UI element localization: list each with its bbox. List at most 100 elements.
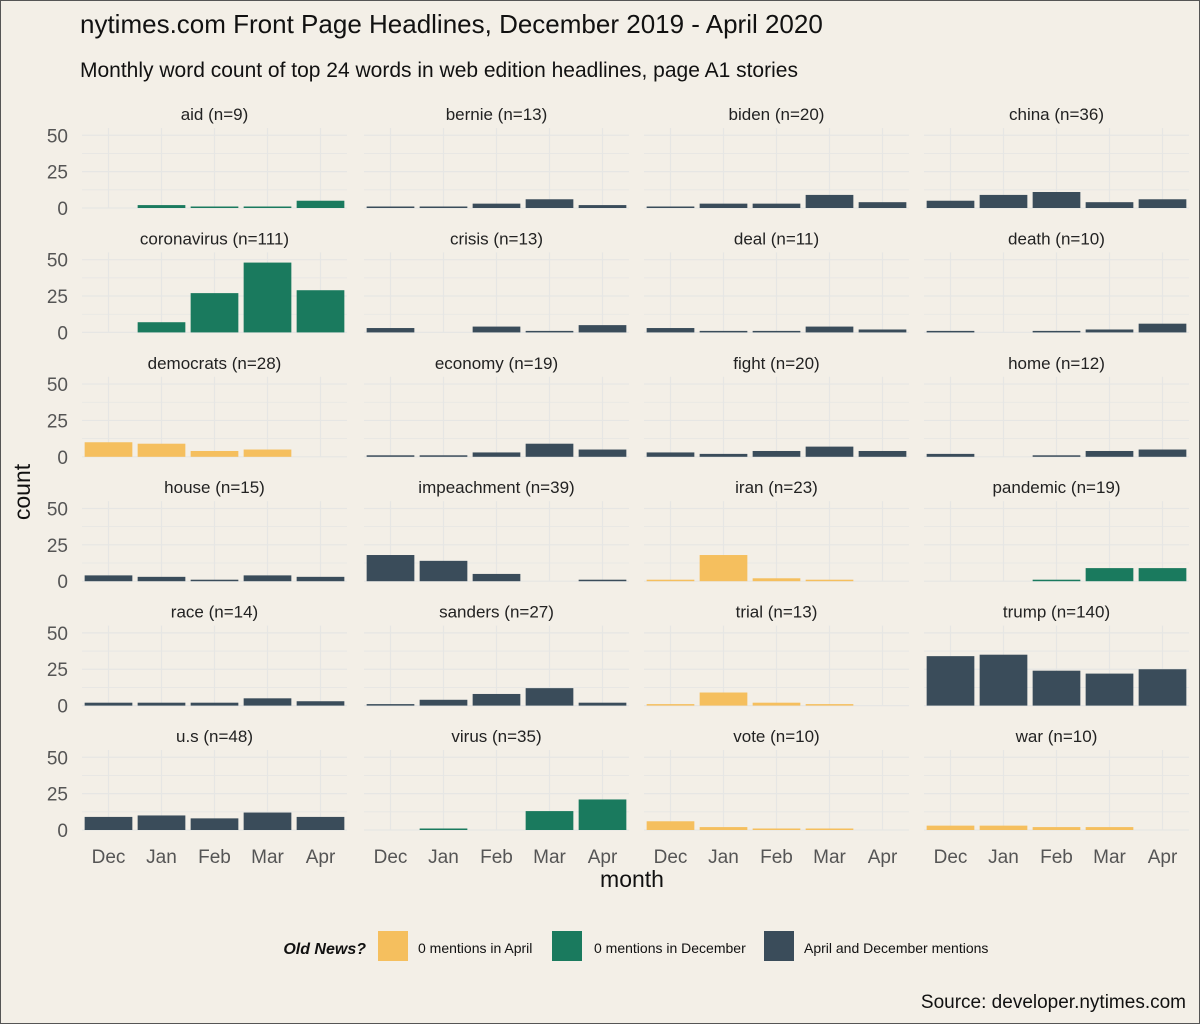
- facet-panel-house: house (n=15) 0 25 50: [47, 478, 347, 593]
- bar-fight-mar: [805, 446, 854, 457]
- bar-aid-mar: [243, 206, 292, 208]
- y-axis-label: count: [9, 463, 35, 520]
- x-tick-label-jan: Jan: [988, 847, 1019, 868]
- bar-china-mar: [1085, 202, 1134, 208]
- bar-democrats-feb: [190, 450, 239, 457]
- bar-china-dec: [926, 200, 975, 208]
- bar-economy-apr: [578, 449, 627, 457]
- x-tick-label-feb: Feb: [480, 847, 513, 868]
- y-tick-label: 0: [57, 323, 68, 344]
- bar-war-mar: [1085, 827, 1134, 830]
- facet-panel-economy: economy (n=19): [364, 354, 629, 458]
- facet-panel-race: race (n=14) 0 25 50: [47, 603, 347, 718]
- bar-sanders-dec: [366, 704, 415, 706]
- bar-trial-feb: [752, 702, 801, 706]
- facet-label-sanders: sanders (n=27): [439, 603, 554, 622]
- bar-deal-mar: [805, 326, 854, 333]
- x-tick-label-jan: Jan: [146, 847, 177, 868]
- facet-panel-pandemic: pandemic (n=19): [924, 478, 1189, 582]
- facet-label-fight: fight (n=20): [733, 354, 819, 373]
- x-tick-label-dec: Dec: [654, 847, 688, 868]
- bar-u-s-dec: [84, 816, 133, 830]
- bar-impeachment-apr: [578, 579, 627, 582]
- y-tick-label: 0: [57, 199, 68, 220]
- bar-house-jan: [137, 576, 186, 582]
- bar-fight-apr: [858, 450, 907, 457]
- bar-china-jan: [979, 194, 1028, 208]
- x-axis-label: month: [600, 866, 664, 892]
- bar-house-apr: [296, 576, 345, 582]
- bar-fight-jan: [699, 453, 748, 457]
- y-tick-label: 0: [57, 697, 68, 718]
- facet-panel-coronavirus: coronavirus (n=111) 0 25 50: [47, 229, 347, 344]
- bar-impeachment-feb: [472, 573, 521, 582]
- facet-panel-china: china (n=36): [924, 105, 1189, 209]
- bar-crisis-apr: [578, 325, 627, 333]
- bar-house-feb: [190, 579, 239, 582]
- bar-iran-feb: [752, 578, 801, 582]
- bar-impeachment-dec: [366, 555, 415, 582]
- bar-war-jan: [979, 825, 1028, 830]
- bar-race-feb: [190, 702, 239, 706]
- y-tick-label: 50: [47, 624, 68, 645]
- bar-race-mar: [243, 698, 292, 706]
- bar-crisis-feb: [472, 326, 521, 333]
- bar-bernie-apr: [578, 205, 627, 208]
- x-tick-label-apr: Apr: [868, 847, 898, 868]
- bar-coronavirus-apr: [296, 290, 345, 333]
- facet-panel-biden: biden (n=20): [644, 105, 909, 209]
- bar-death-apr: [1138, 323, 1187, 333]
- facet-label-biden: biden (n=20): [729, 105, 825, 124]
- x-tick-label-jan: Jan: [428, 847, 459, 868]
- bar-economy-feb: [472, 452, 521, 457]
- legend-title: Old News?: [283, 941, 366, 958]
- facet-panel-u-s: u.s (n=48) 0 25 50 Dec Jan Feb Mar Apr: [47, 727, 347, 868]
- facet-label-democrats: democrats (n=28): [148, 354, 282, 373]
- facet-label-pandemic: pandemic (n=19): [992, 478, 1120, 497]
- facet-label-race: race (n=14): [171, 603, 258, 622]
- bar-u-s-feb: [190, 818, 239, 830]
- bar-deal-dec: [646, 328, 695, 333]
- bar-home-mar: [1085, 450, 1134, 457]
- bar-u-s-apr: [296, 816, 345, 830]
- bar-democrats-dec: [84, 442, 133, 457]
- bar-economy-dec: [366, 455, 415, 457]
- x-tick-label-apr: Apr: [306, 847, 336, 868]
- chart-title: nytimes.com Front Page Headlines, Decemb…: [80, 9, 823, 39]
- x-tick-label-apr: Apr: [588, 847, 618, 868]
- bar-trump-dec: [926, 656, 975, 706]
- y-tick-label: 0: [57, 821, 68, 842]
- bar-trial-jan: [699, 692, 748, 706]
- facet-panel-deal: deal (n=11): [644, 229, 909, 333]
- facet-panel-iran: iran (n=23): [644, 478, 909, 582]
- bar-economy-jan: [419, 455, 468, 457]
- bar-aid-apr: [296, 200, 345, 208]
- x-tick-label-feb: Feb: [198, 847, 231, 868]
- facet-label-china: china (n=36): [1009, 105, 1104, 124]
- bar-vote-jan: [699, 827, 748, 830]
- bar-china-feb: [1032, 192, 1081, 208]
- bar-virus-jan: [419, 828, 468, 830]
- x-tick-label-jan: Jan: [708, 847, 739, 868]
- facet-label-war: war (n=10): [1015, 727, 1098, 746]
- y-tick-label: 0: [57, 572, 68, 593]
- bar-house-mar: [243, 575, 292, 582]
- bar-bernie-dec: [366, 206, 415, 208]
- bar-bernie-jan: [419, 206, 468, 208]
- x-tick-label-mar: Mar: [1093, 847, 1126, 868]
- facet-label-deal: deal (n=11): [734, 229, 819, 248]
- facet-grid: aid (n=9) 0 25 50 bernie (n=13) biden (n=20) c…: [47, 105, 1189, 868]
- bar-trump-jan: [979, 654, 1028, 706]
- bar-vote-mar: [805, 828, 854, 830]
- bar-coronavirus-feb: [190, 293, 239, 333]
- bar-virus-mar: [525, 811, 574, 830]
- bar-coronavirus-jan: [137, 322, 186, 333]
- bar-biden-apr: [858, 202, 907, 208]
- bar-pandemic-mar: [1085, 568, 1134, 582]
- bar-china-apr: [1138, 199, 1187, 208]
- bar-race-jan: [137, 702, 186, 706]
- bar-trial-dec: [646, 704, 695, 706]
- x-tick-label-dec: Dec: [374, 847, 408, 868]
- facet-label-economy: economy (n=19): [435, 354, 558, 373]
- bar-aid-feb: [190, 206, 239, 208]
